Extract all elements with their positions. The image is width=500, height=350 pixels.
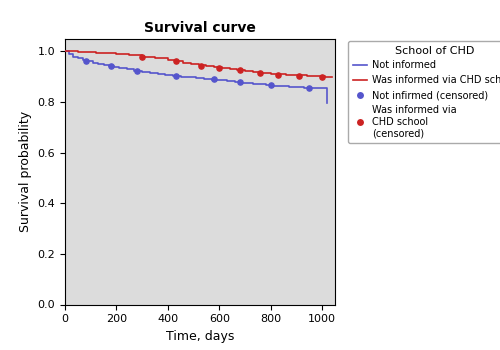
Legend: Not informed, Was informed via CHD school, Not infirmed (censored), Was informed: Not informed, Was informed via CHD schoo… [348, 41, 500, 143]
Point [172, 58, 179, 64]
Point [108, 63, 116, 69]
Point [306, 85, 314, 91]
Point [236, 68, 244, 73]
Point [274, 72, 282, 78]
Point [266, 83, 274, 88]
Point [318, 74, 326, 79]
Point [172, 74, 179, 79]
Point [236, 79, 244, 85]
Point [295, 73, 303, 78]
Point [256, 70, 264, 76]
Y-axis label: Survival probability: Survival probability [19, 111, 32, 232]
Title: Survival curve: Survival curve [144, 21, 256, 35]
Point [216, 65, 224, 71]
Point [82, 58, 90, 63]
Point [133, 69, 141, 74]
Point [198, 63, 205, 68]
Point [210, 76, 218, 82]
Point [138, 54, 146, 60]
X-axis label: Time, days: Time, days [166, 330, 234, 343]
